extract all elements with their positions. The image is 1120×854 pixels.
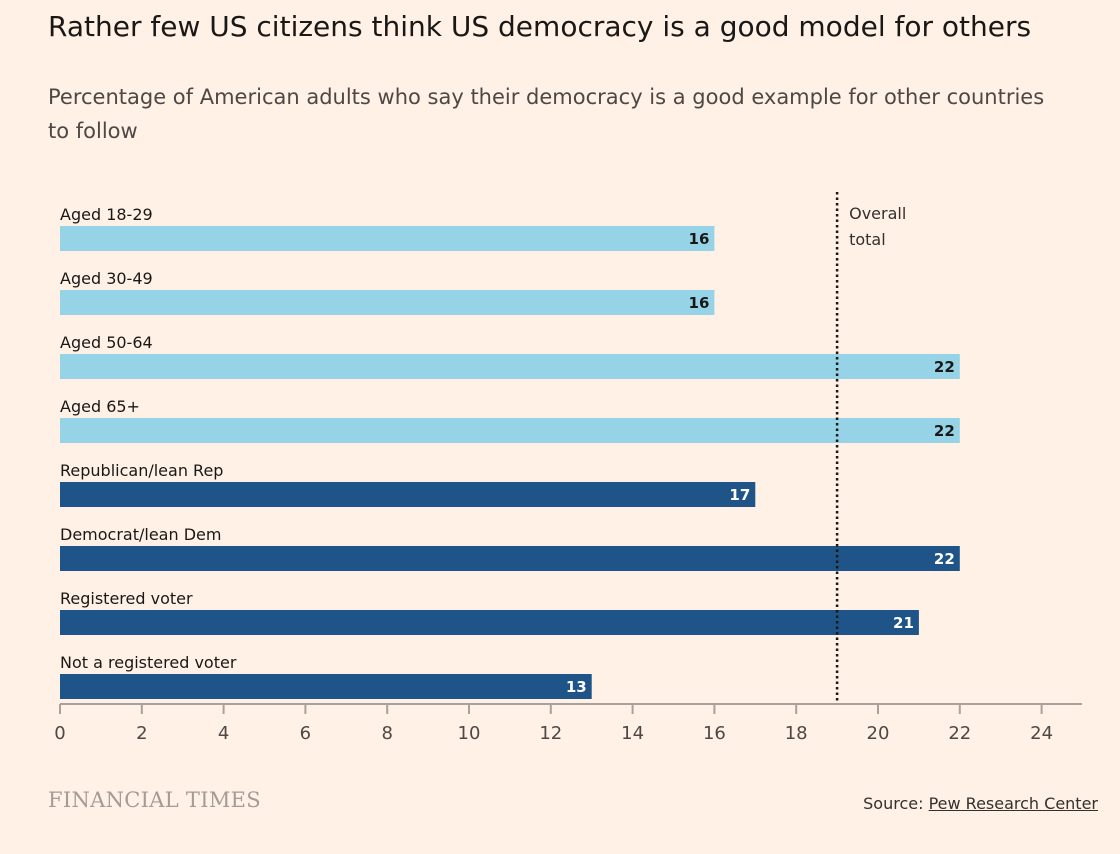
bar-democrat-lean-dem <box>60 546 960 571</box>
bar-value-aged-30-49: 16 <box>689 294 710 312</box>
bar-label-aged-30-49: Aged 30-49 <box>60 269 153 288</box>
bar-chart: Aged 18-29 16 Aged 30-49 16 Aged 50-64 22 Aged… <box>54 192 1082 744</box>
overall-total-label: Overall <box>849 204 906 223</box>
source-note: Source: Pew Research Center <box>863 794 1098 813</box>
bar-label-aged-65: Aged 65+ <box>60 397 140 416</box>
x-tick-label: 2 <box>136 723 147 744</box>
bar-value-not-a-registered-voter: 13 <box>566 678 587 696</box>
overall-total-label: total <box>849 230 886 249</box>
bar-value-aged-18-29: 16 <box>689 230 710 248</box>
x-tick-label: 24 <box>1030 723 1053 744</box>
bars-layer: Aged 18-29 16 Aged 30-49 16 Aged 50-64 22 Aged… <box>60 205 960 699</box>
bar-label-aged-50-64: Aged 50-64 <box>60 333 153 352</box>
x-tick-label: 20 <box>867 723 890 744</box>
bar-aged-30-49 <box>60 290 715 315</box>
bar-registered-voter <box>60 610 919 635</box>
bar-value-aged-50-64: 22 <box>934 358 955 376</box>
bar-label-aged-18-29: Aged 18-29 <box>60 205 153 224</box>
x-tick-label: 8 <box>381 723 392 744</box>
x-tick-label: 12 <box>539 723 562 744</box>
x-tick-label: 22 <box>948 723 971 744</box>
reference-line-layer: Overall total <box>835 192 906 704</box>
x-tick-label: 10 <box>458 723 481 744</box>
x-tick-label: 6 <box>300 723 311 744</box>
x-tick-label: 0 <box>54 723 65 744</box>
bar-value-republican-lean-rep: 17 <box>729 486 750 504</box>
bar-label-republican-lean-rep: Republican/lean Rep <box>60 461 223 480</box>
source-prefix: Source: <box>863 794 929 813</box>
x-axis: 0 2 4 6 8 10 12 14 16 18 20 22 24 <box>54 703 1082 744</box>
ft-logo: FINANCIAL TIMES <box>48 788 261 812</box>
x-tick-label: 16 <box>703 723 726 744</box>
bar-value-registered-voter: 21 <box>893 614 914 632</box>
chart-title: Rather few US citizens think US democrac… <box>48 10 1032 43</box>
bar-aged-18-29 <box>60 226 715 251</box>
chart-subtitle: Percentage of American adults who say th… <box>48 85 1045 143</box>
bar-republican-lean-rep <box>60 482 756 507</box>
source-link[interactable]: Pew Research Center <box>928 794 1098 813</box>
bar-not-a-registered-voter <box>60 674 592 699</box>
bar-aged-50-64 <box>60 354 960 379</box>
bar-value-democrat-lean-dem: 22 <box>934 550 955 568</box>
bar-value-aged-65: 22 <box>934 422 955 440</box>
bar-aged-65 <box>60 418 960 443</box>
x-tick-label: 18 <box>785 723 808 744</box>
x-tick-label: 14 <box>621 723 644 744</box>
x-tick-label: 4 <box>218 723 229 744</box>
bar-label-not-a-registered-voter: Not a registered voter <box>60 653 237 672</box>
bar-label-registered-voter: Registered voter <box>60 589 193 608</box>
bar-label-democrat-lean-dem: Democrat/lean Dem <box>60 525 221 544</box>
